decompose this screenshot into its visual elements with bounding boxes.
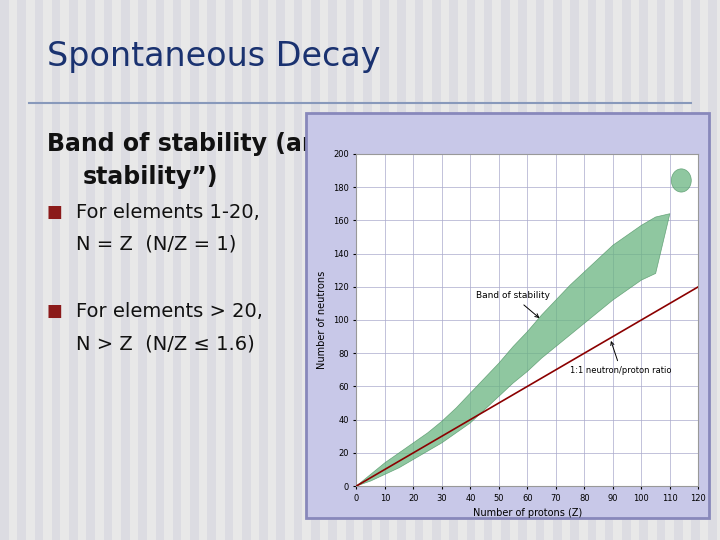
Bar (467, 0, 475, 540)
Bar (86, 0, 95, 540)
Bar (199, 0, 207, 540)
Bar (380, 0, 389, 540)
Bar (501, 0, 510, 540)
Bar (389, 0, 397, 540)
Bar (708, 0, 717, 540)
Bar (441, 0, 449, 540)
Bar (259, 0, 268, 540)
Polygon shape (356, 214, 670, 486)
Bar (104, 0, 112, 540)
Text: For elements > 20,: For elements > 20, (76, 302, 263, 321)
Bar (60, 0, 69, 540)
Bar (475, 0, 484, 540)
Bar (458, 0, 467, 540)
Bar (285, 0, 294, 540)
Bar (622, 0, 631, 540)
Bar (700, 0, 708, 540)
Bar (588, 0, 596, 540)
Bar (423, 0, 432, 540)
Bar (449, 0, 458, 540)
Bar (173, 0, 181, 540)
Text: ■: ■ (47, 202, 63, 220)
Bar (570, 0, 579, 540)
Bar (510, 0, 518, 540)
Bar (216, 0, 225, 540)
Bar (26, 0, 35, 540)
Bar (17, 0, 26, 540)
Bar (631, 0, 639, 540)
Bar (69, 0, 78, 540)
Bar (121, 0, 130, 540)
Text: Spontaneous Decay: Spontaneous Decay (47, 40, 380, 73)
Text: Band of stability (and the higher “island of: Band of stability (and the higher “islan… (47, 132, 621, 156)
Bar (518, 0, 527, 540)
Bar (553, 0, 562, 540)
Bar (397, 0, 406, 540)
Bar (337, 0, 346, 540)
Bar (536, 0, 544, 540)
Text: For elements 1-20,: For elements 1-20, (76, 202, 259, 221)
Text: Band of stability: Band of stability (476, 292, 550, 318)
Text: N = Z  (N/Z = 1): N = Z (N/Z = 1) (76, 235, 236, 254)
Bar (613, 0, 622, 540)
Bar (372, 0, 380, 540)
Bar (9, 0, 17, 540)
Bar (527, 0, 536, 540)
Y-axis label: Number of neutrons: Number of neutrons (318, 271, 328, 369)
Bar (432, 0, 441, 540)
Bar (544, 0, 553, 540)
Bar (639, 0, 648, 540)
Bar (657, 0, 665, 540)
Bar (320, 0, 328, 540)
Bar (691, 0, 700, 540)
Bar (78, 0, 86, 540)
Bar (147, 0, 156, 540)
Bar (311, 0, 320, 540)
Text: 1:1 neutron/proton ratio: 1:1 neutron/proton ratio (570, 342, 672, 375)
Bar (251, 0, 259, 540)
Bar (648, 0, 657, 540)
Bar (112, 0, 121, 540)
Bar (328, 0, 337, 540)
Bar (276, 0, 285, 540)
Bar (717, 0, 720, 540)
Bar (207, 0, 216, 540)
X-axis label: Number of protons (Z): Number of protons (Z) (473, 508, 582, 518)
Bar (130, 0, 138, 540)
Bar (354, 0, 363, 540)
Bar (579, 0, 588, 540)
Text: stability”): stability”) (83, 165, 218, 188)
Text: N > Z  (N/Z ≤ 1.6): N > Z (N/Z ≤ 1.6) (76, 335, 254, 354)
Bar (596, 0, 605, 540)
Bar (156, 0, 164, 540)
Bar (35, 0, 43, 540)
Bar (181, 0, 190, 540)
Bar (665, 0, 674, 540)
Bar (346, 0, 354, 540)
Bar (164, 0, 173, 540)
Bar (562, 0, 570, 540)
Bar (605, 0, 613, 540)
Bar (294, 0, 302, 540)
Bar (95, 0, 104, 540)
Text: ■: ■ (47, 302, 63, 320)
Bar (674, 0, 683, 540)
Bar (415, 0, 423, 540)
Bar (242, 0, 251, 540)
Bar (406, 0, 415, 540)
Bar (268, 0, 276, 540)
Bar (302, 0, 311, 540)
Bar (138, 0, 147, 540)
Bar (190, 0, 199, 540)
Bar (52, 0, 60, 540)
Bar (0, 0, 9, 540)
Bar (484, 0, 492, 540)
Ellipse shape (671, 169, 691, 192)
Bar (492, 0, 501, 540)
Bar (363, 0, 372, 540)
Bar (683, 0, 691, 540)
Bar (233, 0, 242, 540)
Bar (225, 0, 233, 540)
Bar (43, 0, 52, 540)
